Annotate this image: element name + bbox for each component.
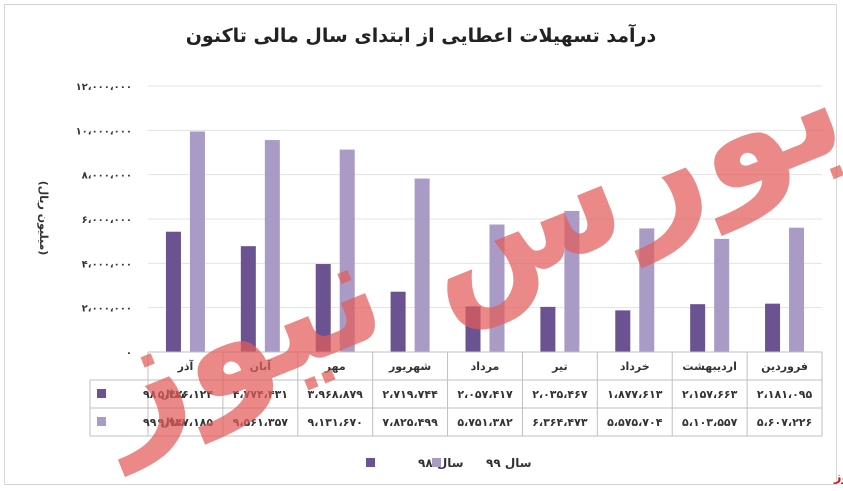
bar-98 — [765, 303, 781, 352]
data-label: ۹،۱۳۱،۶۷۰ — [308, 416, 363, 429]
data-label: ۵،۶۰۷،۲۲۶ — [757, 416, 812, 429]
category-label: فروردین — [761, 360, 808, 373]
bar-98 — [240, 246, 256, 352]
y-axis-ticks: ۰ ۲،۰۰۰،۰۰۰ ۴،۰۰۰،۰۰۰ ۶،۰۰۰،۰۰۰ ۸،۰۰۰،۰۰۰ ۱۰،… — [76, 82, 132, 359]
bar-99 — [489, 224, 505, 352]
legend: سال ۹۸ سال ۹۹ — [366, 456, 532, 470]
bar-99 — [264, 140, 280, 352]
legend-swatch — [366, 458, 375, 467]
table-series-swatch — [97, 417, 106, 426]
bar-98 — [390, 291, 406, 352]
data-label: ۷،۸۲۵،۴۹۹ — [382, 416, 438, 429]
chart-title: درآمد تسهیلات اعطایی از ابتدای سال مالی … — [186, 23, 657, 47]
data-label: ۴،۷۷۴،۴۳۱ — [233, 388, 288, 401]
brand-logo-text: بورس نیوز — [833, 470, 843, 485]
bar-98 — [690, 304, 706, 352]
bar-99 — [714, 238, 730, 352]
table-series-name: سال ۹۹ — [143, 416, 185, 429]
data-label: ۵،۱۰۳،۵۵۷ — [682, 416, 738, 429]
data-label: ۶،۳۶۴،۴۷۳ — [532, 416, 588, 429]
category-label: مهر — [324, 360, 346, 373]
bar-98 — [615, 310, 631, 352]
bar-99 — [639, 228, 655, 352]
data-label: ۵،۴۲۶،۱۲۴ — [158, 388, 214, 401]
y-tick-label: ۱۲،۰۰۰،۰۰۰ — [76, 82, 132, 93]
y-axis-label: (میلیون ریال) — [37, 181, 50, 256]
data-label: ۳،۹۶۸،۸۷۹ — [308, 388, 364, 401]
data-label: ۹،۹۴۷،۱۸۵ — [158, 416, 214, 429]
table-series-swatch — [97, 389, 106, 398]
data-label: ۲،۰۳۵،۴۶۷ — [532, 388, 588, 401]
data-label: ۲،۱۵۷،۶۶۳ — [682, 388, 738, 401]
legend-swatch — [432, 458, 441, 467]
bar-99 — [789, 227, 805, 352]
bar-99 — [339, 149, 355, 352]
y-tick-label: ۱۰،۰۰۰،۰۰۰ — [76, 126, 132, 137]
y-tick-label: ۶،۰۰۰،۰۰۰ — [82, 215, 132, 226]
bar-98 — [540, 306, 556, 352]
category-label: مرداد — [471, 360, 500, 373]
data-label: ۲،۱۸۱،۰۹۵ — [757, 388, 813, 401]
category-label: تیر — [551, 360, 567, 373]
category-label: آبان — [250, 359, 272, 373]
data-table: فروردین اردیبهشت خرداد تیر مرداد شهریور مهر آبا… — [89, 351, 823, 437]
gridlines — [148, 85, 822, 309]
y-tick-label: ۴،۰۰۰،۰۰۰ — [82, 259, 132, 270]
bar-98 — [465, 306, 481, 352]
table-series-name: سال ۹۸ — [143, 388, 185, 401]
bar-98 — [315, 264, 331, 352]
y-tick-label: ۰ — [126, 348, 132, 359]
category-label: آذر — [177, 359, 194, 373]
y-tick-label: ۲،۰۰۰،۰۰۰ — [82, 304, 132, 315]
data-label: ۵،۵۷۵،۷۰۴ — [607, 416, 663, 429]
y-tick-label: ۸،۰۰۰،۰۰۰ — [82, 171, 132, 182]
bars — [165, 131, 805, 352]
bar-99 — [414, 178, 430, 352]
bar-99 — [189, 131, 205, 352]
data-label: ۲،۰۵۷،۴۱۷ — [457, 388, 513, 401]
data-label: ۱،۸۷۷،۶۱۳ — [607, 388, 663, 401]
bar-98 — [165, 231, 181, 352]
data-label: ۹،۵۶۱،۳۵۷ — [233, 416, 289, 429]
category-label: خرداد — [620, 360, 650, 373]
data-label: ۵،۷۵۱،۳۸۲ — [457, 416, 513, 429]
category-label: شهریور — [388, 360, 431, 373]
category-label: اردیبهشت — [682, 360, 736, 373]
legend-label: سال ۹۹ — [486, 456, 532, 470]
data-label: ۲،۷۱۹،۷۴۴ — [382, 388, 438, 401]
bar-99 — [564, 210, 580, 352]
